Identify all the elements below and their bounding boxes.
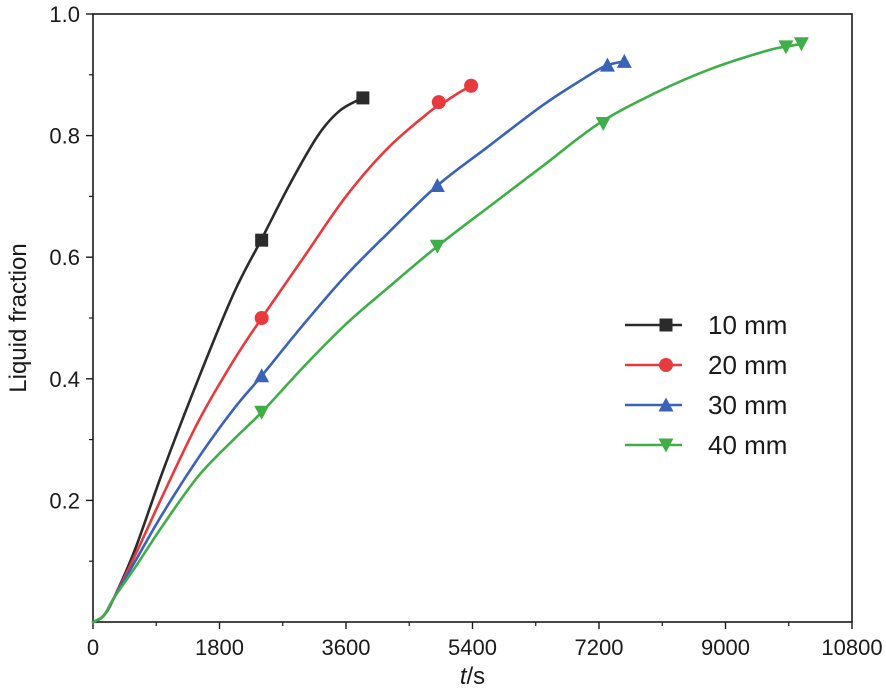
- x-axis-title: t/s: [460, 663, 485, 689]
- legend-marker-20-mm: [659, 358, 673, 372]
- legend-marker-40-mm: [658, 438, 674, 453]
- x-tick-label: 10800: [821, 635, 882, 660]
- legend-label-40-mm: 40 mm: [708, 430, 787, 460]
- data-point-40-mm: [778, 40, 794, 55]
- data-point-30-mm: [599, 57, 615, 72]
- x-tick-label: 3600: [322, 635, 371, 660]
- data-point-30-mm: [429, 177, 445, 192]
- data-point-30-mm: [254, 368, 270, 383]
- y-axis-title: Liquid fraction: [5, 243, 32, 392]
- y-tick-label: 0.6: [49, 245, 80, 270]
- legend-label-30-mm: 30 mm: [708, 390, 787, 420]
- data-point-40-mm: [793, 37, 809, 52]
- series-markers: [254, 37, 809, 420]
- x-tick-label: 7200: [575, 635, 624, 660]
- data-point-10-mm: [356, 91, 370, 105]
- series-lines: [91, 42, 803, 624]
- data-point-30-mm: [616, 53, 632, 68]
- data-point-40-mm: [429, 239, 445, 254]
- series-line-20-mm: [91, 84, 473, 624]
- data-point-20-mm: [254, 311, 269, 325]
- legend-label-20-mm: 20 mm: [708, 350, 787, 380]
- data-point-40-mm: [254, 405, 270, 420]
- x-tick-label: 0: [87, 635, 99, 660]
- data-point-20-mm: [464, 78, 479, 93]
- data-point-20-mm: [431, 95, 446, 110]
- y-tick-label: 1.0: [49, 2, 80, 27]
- series-line-40-mm: [91, 42, 803, 624]
- legend-label-10-mm: 10 mm: [708, 310, 787, 340]
- x-axis-title-unit: /s: [467, 663, 486, 689]
- y-tick-label: 0.8: [49, 124, 80, 149]
- legend-marker-30-mm: [658, 397, 674, 412]
- series-line-30-mm: [91, 60, 626, 624]
- y-tick-label: 0.4: [49, 367, 80, 392]
- x-tick-label: 9000: [701, 635, 750, 660]
- data-point-40-mm: [595, 116, 611, 131]
- x-tick-label: 5400: [448, 635, 497, 660]
- series-line-10-mm: [91, 97, 362, 624]
- y-tick-label: 0.2: [49, 488, 80, 513]
- x-tick-label: 1800: [195, 635, 244, 660]
- data-point-10-mm: [255, 233, 269, 247]
- tick-labels: 0 1800 3600 5400 7200 9000 10800 0.2 0.4 0.6 0.8 1.…: [49, 2, 882, 660]
- tick-marks: [86, 13, 853, 629]
- legend: 10 mm 20 mm 30 mm 40 mm: [625, 310, 787, 460]
- legend-marker-10-mm: [659, 318, 673, 332]
- x-axis-title-italic: t: [460, 663, 468, 689]
